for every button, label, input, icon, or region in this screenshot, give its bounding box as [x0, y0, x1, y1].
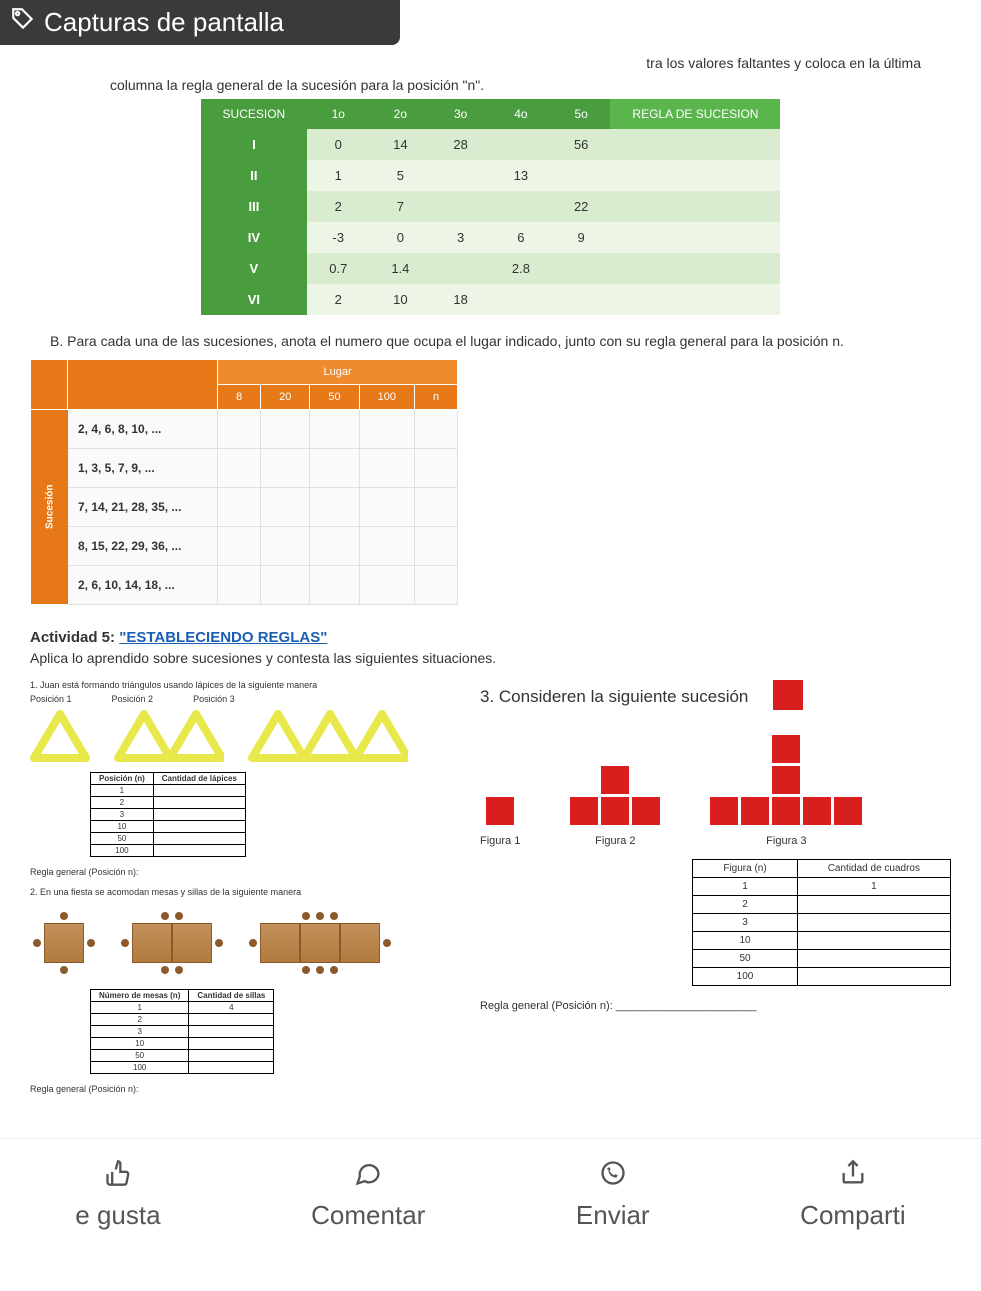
intro-fragment: tra los valores faltantes y coloca en la… — [646, 55, 921, 71]
q1-regla: Regla general (Posición n): — [30, 867, 460, 877]
lugar-header: Lugar — [218, 360, 458, 385]
tables-diagram — [30, 909, 460, 977]
comment-icon — [354, 1159, 382, 1194]
share-icon — [839, 1159, 867, 1194]
figures-row: Figura 1 Figura 2 Figura 3 — [480, 735, 951, 847]
q1-text: 1. Juan está formando triángulos usando … — [30, 680, 460, 690]
comment-button[interactable]: Comentar — [311, 1159, 425, 1231]
thumbs-up-icon — [104, 1159, 132, 1194]
share-button[interactable]: Comparti — [800, 1159, 905, 1231]
q2-mini-table: Número de mesas (n)Cantidad de sillas 14… — [90, 989, 274, 1074]
q3-table: Figura (n)Cantidad de cuadros 1123105010… — [692, 859, 951, 986]
section-b-text: B. Para cada una de las sucesiones, anot… — [50, 333, 951, 349]
tag-icon — [10, 6, 36, 39]
sucesion-table: SUCESION1o2o3o4o5oREGLA DE SUCESION I014… — [201, 99, 781, 315]
lugar-table: Lugar 82050100n Sucesión2, 4, 6, 8, 10, … — [30, 359, 458, 605]
q3-title: 3. Consideren la siguiente sucesión — [480, 680, 951, 715]
like-button[interactable]: e gusta — [75, 1159, 160, 1231]
q1-mini-table: Posición (n)Cantidad de lápices 12310501… — [90, 772, 246, 857]
worksheet-page: tra los valores faltantes y coloca en la… — [0, 45, 981, 1118]
actividad-5-title: Actividad 5: "ESTABLECIENDO REGLAS" — [30, 629, 951, 646]
q2-text: 2. En una fiesta se acomodan mesas y sil… — [30, 887, 460, 897]
whatsapp-icon — [599, 1159, 627, 1194]
actividad-5-sub: Aplica lo aprendido sobre sucesiones y c… — [30, 650, 951, 666]
social-bar: e gusta Comentar Enviar Comparti — [0, 1138, 981, 1235]
send-button[interactable]: Enviar — [576, 1159, 650, 1231]
triangles-row — [30, 710, 460, 762]
q2-regla: Regla general (Posición n): — [30, 1084, 460, 1094]
header-title: Capturas de pantalla — [44, 7, 284, 38]
q3-regla: Regla general (Posición n): ____________… — [480, 1000, 951, 1012]
header-bar: Capturas de pantalla — [0, 0, 400, 45]
intro-line2: columna la regla general de la sucesión … — [30, 77, 951, 93]
q1-positions: Posición 1 Posición 2 Posición 3 — [30, 694, 460, 704]
estableciendo-link[interactable]: "ESTABLECIENDO REGLAS" — [119, 629, 327, 646]
